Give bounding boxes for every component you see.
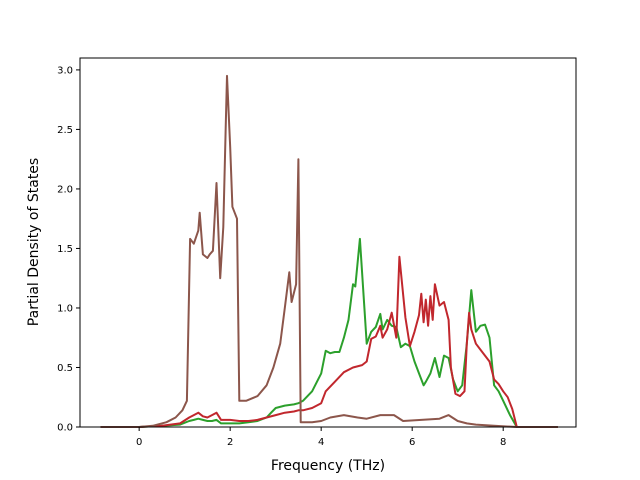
x-tick-label: 4: [318, 437, 324, 448]
y-axis-ticks: 0.0 0.5 1.0 1.5 2.0 2.5 3.0: [57, 65, 80, 434]
y-axis-label: Partial Density of States: [26, 158, 42, 326]
y-tick-label: 0.5: [57, 363, 73, 374]
x-axis-ticks: 0 2 4 6 8: [136, 427, 506, 448]
y-tick-label: 2.0: [57, 184, 73, 195]
x-tick-label: 0: [136, 437, 142, 448]
y-tick-label: 1.5: [57, 244, 73, 255]
x-tick-label: 6: [409, 437, 415, 448]
series-line-1: [100, 237, 558, 428]
y-tick-label: 0.0: [57, 423, 73, 434]
plot-frame: [79, 57, 577, 428]
series-lines: [100, 74, 558, 428]
y-tick-label: 2.5: [57, 125, 73, 136]
x-tick-label: 2: [227, 437, 233, 448]
series-line-3: [100, 74, 558, 428]
y-tick-label: 3.0: [57, 65, 73, 76]
series-line-2: [100, 255, 558, 428]
x-axis-label: Frequency (THz): [271, 458, 385, 474]
y-tick-label: 1.0: [57, 303, 73, 314]
x-tick-label: 8: [500, 437, 506, 448]
